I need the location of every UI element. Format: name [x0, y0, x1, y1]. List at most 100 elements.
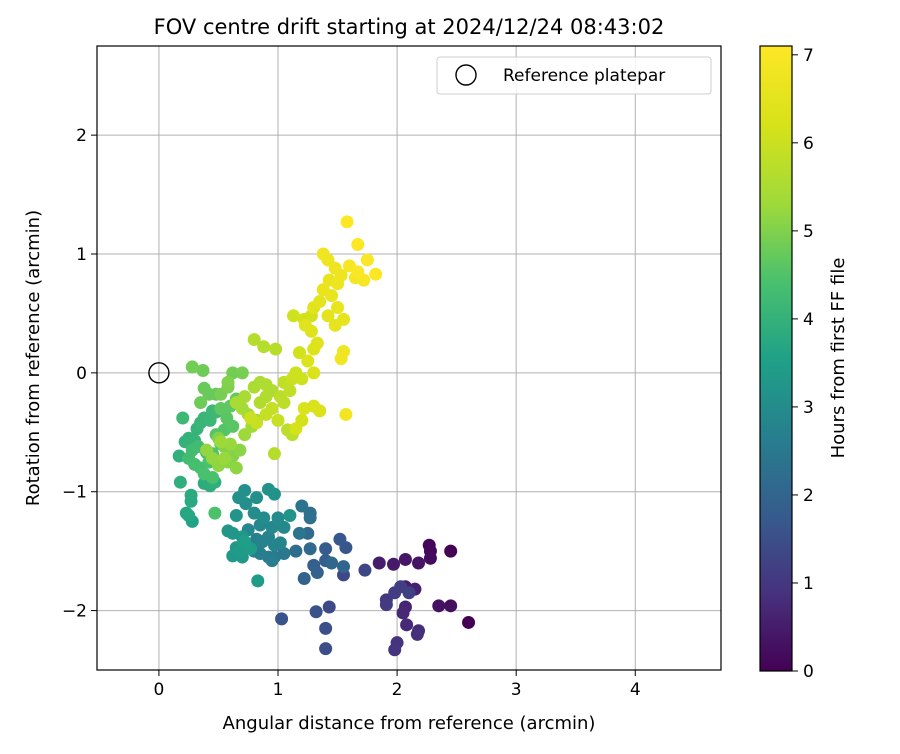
data-point [423, 551, 437, 565]
data-points [172, 215, 476, 657]
data-point [269, 342, 283, 356]
y-tick-label: 0 [76, 364, 87, 384]
data-point [310, 566, 324, 580]
data-point [432, 599, 446, 613]
data-point [233, 443, 247, 457]
data-point [286, 309, 300, 323]
legend-marker [455, 64, 477, 86]
colorbar: 0 1 2 3 4 5 6 7 Hours from first FF file [759, 45, 849, 682]
data-point [257, 340, 271, 354]
data-point [220, 411, 234, 425]
data-point [387, 557, 401, 571]
data-point [319, 542, 333, 556]
data-point [333, 532, 347, 546]
data-point [271, 511, 285, 525]
data-point [313, 404, 327, 418]
data-point [265, 520, 279, 534]
grid-lines [97, 46, 721, 670]
data-point [289, 422, 303, 436]
data-point [267, 447, 281, 461]
data-point [325, 556, 339, 570]
legend: Reference platepar [436, 56, 712, 95]
data-point [444, 544, 458, 558]
data-point [277, 396, 291, 410]
data-point [398, 552, 412, 566]
data-point [273, 536, 287, 550]
data-point [221, 524, 235, 538]
data-point [297, 571, 311, 585]
data-point [179, 506, 193, 520]
data-point [322, 600, 336, 614]
y-tick-label: −2 [62, 602, 87, 622]
data-point [229, 461, 243, 475]
x-tick-label: 0 [154, 680, 165, 700]
colorbar-tick-label: 6 [803, 134, 814, 154]
data-point [402, 586, 416, 600]
data-point [275, 612, 289, 626]
data-point [337, 560, 351, 574]
data-point [267, 487, 281, 501]
data-point [321, 309, 335, 323]
y-tick-label: 1 [76, 245, 87, 265]
data-point [358, 563, 372, 577]
data-point [351, 237, 365, 251]
legend-box [436, 56, 712, 95]
data-point [310, 336, 324, 350]
data-point [319, 621, 333, 635]
data-point [283, 508, 297, 522]
x-axis-label: Angular distance from reference (arcmin) [223, 713, 596, 734]
colorbar-tick-label: 0 [803, 662, 814, 682]
colorbar-tick-label: 5 [803, 222, 814, 242]
data-point [298, 318, 312, 332]
data-point [196, 363, 210, 377]
data-point [412, 556, 426, 570]
data-point [369, 267, 383, 281]
data-point [303, 542, 317, 556]
y-axis-label: Rotation from reference (arcmin) [23, 210, 44, 506]
colorbar-tick-label: 4 [803, 310, 814, 330]
data-point [235, 366, 249, 380]
data-point [316, 283, 330, 297]
data-point [316, 247, 330, 261]
data-point [247, 506, 261, 520]
data-point [462, 615, 476, 629]
data-point [444, 599, 458, 613]
x-tick-label: 2 [392, 680, 403, 700]
data-point [208, 506, 222, 520]
data-point [185, 360, 199, 374]
data-point [337, 312, 351, 326]
data-point [319, 642, 333, 656]
data-point [247, 333, 261, 347]
colorbar-tick-label: 3 [803, 398, 814, 418]
data-point [410, 627, 424, 641]
data-point [259, 407, 273, 421]
data-point [334, 352, 348, 366]
data-point [396, 606, 410, 620]
colorbar-tick-label: 7 [803, 46, 814, 66]
colorbar-ticks: 0 1 2 3 4 5 6 7 [792, 46, 814, 682]
data-point [339, 407, 353, 421]
data-point [251, 574, 265, 588]
data-point [303, 511, 317, 525]
data-point [388, 643, 402, 657]
data-point [292, 346, 306, 360]
reference-marker [148, 362, 170, 384]
y-tick-label: 2 [76, 126, 87, 146]
data-point [379, 598, 393, 612]
data-point [301, 354, 315, 368]
data-point [400, 618, 414, 632]
colorbar-tick-label: 2 [803, 486, 814, 506]
data-point [289, 544, 303, 558]
data-point [176, 411, 190, 425]
data-point [197, 381, 211, 395]
x-tick-label: 1 [273, 680, 284, 700]
data-point [360, 253, 374, 267]
x-tick-label: 4 [630, 680, 641, 700]
data-point [173, 475, 187, 489]
data-point [307, 366, 321, 380]
data-point [295, 499, 309, 513]
colorbar-gradient [759, 45, 793, 672]
data-point [221, 375, 235, 389]
data-point [238, 535, 252, 549]
